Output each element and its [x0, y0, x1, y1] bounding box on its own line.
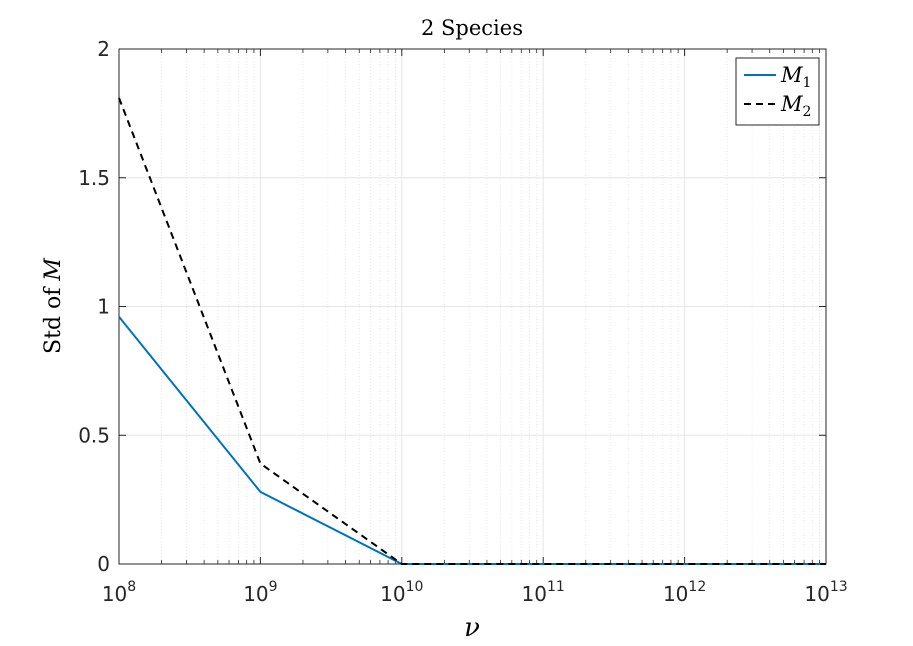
x-axis-label: ν	[464, 613, 480, 643]
series-lines	[118, 97, 826, 565]
x-tick-label-exponent: 9	[269, 579, 278, 595]
x-tick-label-base: 10	[804, 582, 829, 606]
x-tick-label-exponent: 12	[688, 579, 706, 595]
x-tick-label-base: 10	[522, 582, 547, 606]
legend-label-m1: M1	[780, 63, 811, 91]
x-tick-label: 109	[243, 579, 277, 606]
x-tick-label-base: 10	[102, 582, 127, 606]
y-axis-label-text: Std of	[41, 281, 66, 354]
x-tick-label-base: 10	[663, 582, 688, 606]
y-tick-label: 0	[97, 552, 110, 576]
legend-label-m1-name: M	[780, 63, 803, 87]
x-tick-label: 1012	[663, 579, 706, 606]
legend-label-m2: M2	[780, 92, 811, 120]
x-tick-label-exponent: 8	[127, 579, 136, 595]
legend-label-m2-sub: 2	[803, 104, 812, 120]
x-tick-label-base: 10	[243, 582, 268, 606]
x-tick-label: 1013	[804, 579, 847, 606]
y-tick-label: 1.5	[78, 166, 110, 190]
legend-label-m1-sub: 1	[803, 75, 812, 91]
x-tick-label-exponent: 11	[547, 579, 565, 595]
y-tick-label: 2	[97, 37, 110, 61]
x-tick-label: 1010	[380, 579, 423, 606]
y-tick-label: 0.5	[78, 423, 110, 447]
y-axis-label: Std of M	[41, 258, 66, 354]
chart-title: 2 Species	[421, 16, 523, 40]
series-line-m1	[118, 316, 826, 565]
y-tick-label: 1	[97, 295, 110, 319]
legend: M1 M2	[735, 57, 820, 126]
x-tick-label: 108	[102, 579, 136, 606]
x-tick-label: 1011	[522, 579, 565, 606]
legend-label-m2-name: M	[780, 92, 803, 116]
x-tick-label-exponent: 13	[830, 579, 848, 595]
x-tick-label-base: 10	[380, 582, 405, 606]
series-line-m2	[118, 97, 826, 565]
grid	[118, 48, 827, 565]
x-tick-label-exponent: 10	[406, 579, 424, 595]
legend-box	[735, 57, 820, 126]
y-axis-label-var: M	[41, 258, 66, 282]
